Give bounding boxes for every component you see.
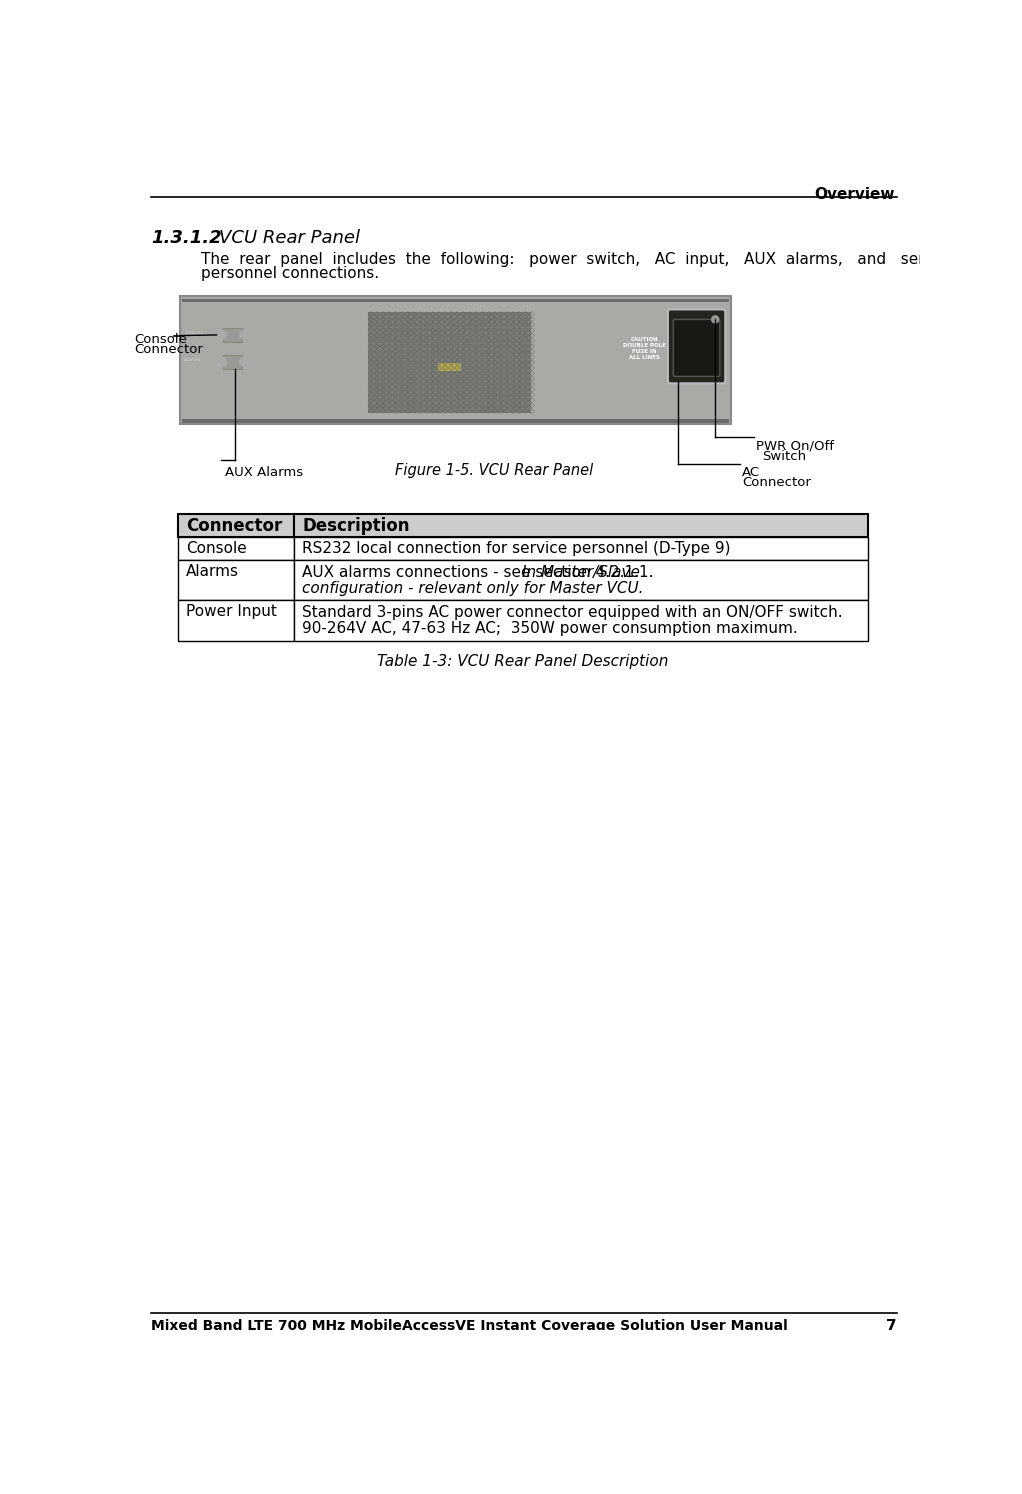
Bar (178, 560, 294, 601)
Text: 90-264V AC, 47-63 Hz AC;  350W power consumption maximum.: 90-264V AC, 47-63 Hz AC; 350W power cons… (303, 620, 798, 635)
Text: AC: AC (742, 466, 759, 478)
Text: Power Input: Power Input (186, 604, 277, 619)
Text: Table 1-3: VCU Rear Panel Description: Table 1-3: VCU Rear Panel Description (377, 654, 668, 669)
Text: 7: 7 (886, 1319, 896, 1334)
Text: CAUTION
DOUBLE POLE
FUSE IN
ALL LINES: CAUTION DOUBLE POLE FUSE IN ALL LINES (623, 338, 666, 360)
Circle shape (239, 357, 248, 366)
Text: personnel connections.: personnel connections. (201, 266, 379, 281)
Bar (178, 538, 294, 560)
Text: Connector: Connector (134, 344, 202, 356)
Text: PWR On/Off: PWR On/Off (755, 439, 834, 453)
Bar (294, 514, 868, 538)
Text: Standard 3-pins AC power connector equipped with an ON/OFF switch.: Standard 3-pins AC power connector equip… (303, 605, 843, 620)
Bar (182, 299, 729, 302)
Text: VCU Rear Panel: VCU Rear Panel (219, 230, 360, 248)
Bar (178, 514, 294, 538)
FancyBboxPatch shape (668, 309, 726, 384)
Bar (294, 538, 868, 560)
Bar (223, 327, 242, 342)
Bar (182, 418, 729, 423)
Text: Switch: Switch (761, 450, 805, 463)
FancyBboxPatch shape (673, 320, 719, 376)
Text: The  rear  panel  includes  the  following:   power  switch,   AC  input,   AUX : The rear panel includes the following: p… (201, 251, 957, 266)
Text: AUX Alarms: AUX Alarms (225, 466, 303, 478)
Text: Connector: Connector (186, 517, 282, 535)
Bar (178, 601, 294, 641)
Text: In Master/Slave: In Master/Slave (522, 565, 641, 580)
Text: ALARMS: ALARMS (184, 359, 201, 362)
Circle shape (218, 330, 227, 339)
Text: Mixed Band LTE 700 MHz MobileAccessVE Instant Coverage Solution User Manual: Mixed Band LTE 700 MHz MobileAccessVE In… (151, 1319, 788, 1333)
Text: Connector: Connector (742, 475, 811, 489)
Text: Console: Console (134, 333, 187, 347)
Circle shape (218, 357, 227, 366)
Text: Overview: Overview (815, 187, 895, 202)
Text: AUX alarms connections - see section 4.2.1.1.: AUX alarms connections - see section 4.2… (303, 565, 663, 580)
Text: RS232 local connection for service personnel (D-Type 9): RS232 local connection for service perso… (303, 541, 731, 556)
Bar (437, 363, 461, 371)
Bar (223, 356, 242, 369)
Bar (181, 296, 731, 424)
Text: Alarms: Alarms (186, 563, 239, 578)
Bar (294, 560, 868, 601)
Text: CONSOLE: CONSOLE (184, 332, 204, 335)
Text: Figure 1-5. VCU Rear Panel: Figure 1-5. VCU Rear Panel (396, 463, 594, 478)
Bar (294, 601, 868, 641)
Text: 1.3.1.2: 1.3.1.2 (151, 230, 222, 248)
Text: Console: Console (186, 541, 246, 556)
Circle shape (711, 315, 719, 323)
Bar (368, 312, 530, 412)
Circle shape (239, 330, 248, 339)
Text: Description: Description (303, 517, 410, 535)
Text: configuration - relevant only for Master VCU.: configuration - relevant only for Master… (303, 581, 644, 596)
